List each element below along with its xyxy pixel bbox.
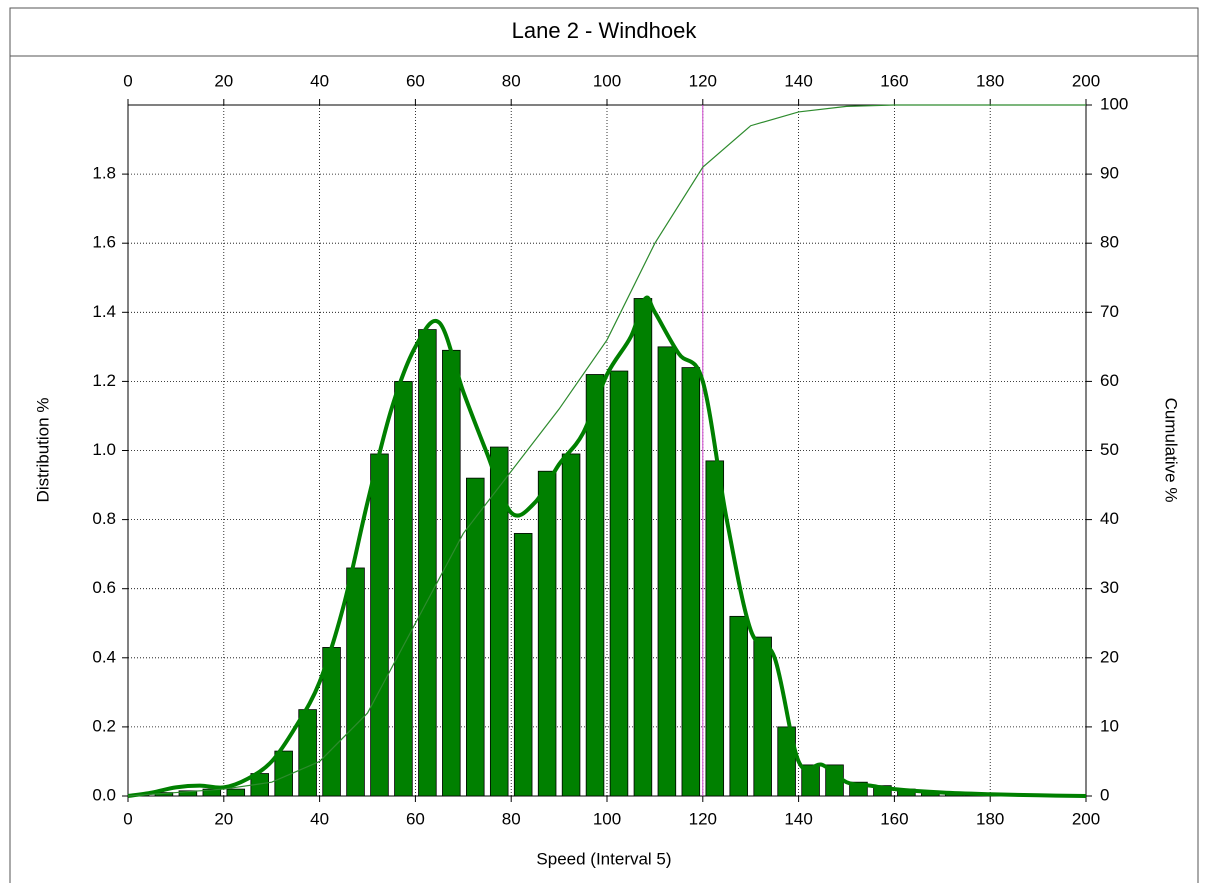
x-tick-label: 20 (214, 809, 233, 828)
x-tick-label: 60 (406, 809, 425, 828)
y-tick-label: 1.6 (92, 233, 116, 252)
bar (466, 477, 485, 797)
y-tick-label: 1.4 (92, 302, 116, 321)
bar (418, 329, 437, 797)
x-top-tick-label: 100 (593, 71, 621, 90)
bar (633, 298, 653, 797)
x-tick-label: 200 (1072, 809, 1100, 828)
smooth-curve (127, 295, 1087, 798)
y-tick-label: 0.2 (92, 716, 116, 735)
y2-tick-label: 30 (1100, 578, 1119, 597)
bar (777, 726, 796, 797)
x-top-tick-label: 140 (784, 71, 812, 90)
x-top-tick-label: 180 (976, 71, 1004, 90)
y2-tick-label: 10 (1100, 716, 1119, 735)
title-box (9, 7, 1199, 57)
x-tick-label: 0 (123, 809, 132, 828)
bar (442, 349, 461, 797)
y2-tick-label: 90 (1100, 164, 1119, 183)
x-top-tick-label: 160 (880, 71, 908, 90)
x-top-tick-label: 0 (123, 71, 132, 90)
x-top-tick-label: 200 (1072, 71, 1100, 90)
y-tick-label: 1.8 (92, 164, 116, 183)
y2-tick-label: 100 (1100, 94, 1128, 113)
bar (226, 788, 246, 797)
bar (681, 367, 701, 797)
x-tick-label: 80 (502, 809, 521, 828)
x-tick-label: 100 (593, 809, 621, 828)
y-tick-label: 1.0 (92, 440, 116, 459)
y2-tick-label: 20 (1100, 647, 1119, 666)
bar (537, 470, 557, 797)
bar (585, 374, 605, 797)
bar (489, 446, 509, 797)
bar (274, 750, 293, 797)
y-tick-label: 1.2 (92, 371, 116, 390)
x-tick-label: 140 (784, 809, 812, 828)
y2-tick-label: 70 (1100, 302, 1119, 321)
bar (609, 370, 629, 797)
bar (729, 615, 748, 797)
y-axis-label: Distribution % (33, 398, 52, 503)
bar (705, 460, 725, 797)
x-top-tick-label: 60 (406, 71, 425, 90)
x-tick-label: 160 (880, 809, 908, 828)
y2-tick-label: 40 (1100, 509, 1119, 528)
cumulative-line (127, 104, 1086, 797)
x-top-tick-label: 40 (310, 71, 329, 90)
bar (513, 533, 533, 797)
x-axis-label: Speed (Interval 5) (536, 849, 671, 868)
y-tick-label: 0.8 (92, 509, 116, 528)
y2-tick-label: 50 (1100, 440, 1119, 459)
y2-tick-label: 80 (1100, 233, 1119, 252)
y2-axis-label: Cumulative % (1162, 398, 1181, 503)
bar (394, 380, 413, 797)
chart-title: Lane 2 - Windhoek (512, 18, 698, 43)
bar (753, 636, 772, 797)
y-tick-label: 0.4 (92, 647, 116, 666)
bar (801, 764, 820, 797)
bar (178, 790, 198, 797)
x-top-tick-label: 120 (689, 71, 717, 90)
x-top-tick-label: 20 (214, 71, 233, 90)
bar (298, 709, 317, 797)
bar (561, 453, 581, 797)
bar (657, 346, 677, 797)
y2-tick-label: 60 (1100, 371, 1119, 390)
y2-tick-label: 0 (1100, 785, 1109, 804)
x-tick-label: 40 (310, 809, 329, 828)
bar (202, 788, 222, 797)
bar (346, 567, 365, 797)
y-tick-label: 0.6 (92, 578, 116, 597)
x-top-tick-label: 80 (502, 71, 521, 90)
bar (370, 453, 389, 797)
x-tick-label: 180 (976, 809, 1004, 828)
x-tick-label: 120 (689, 809, 717, 828)
y-tick-label: 0.0 (92, 785, 116, 804)
